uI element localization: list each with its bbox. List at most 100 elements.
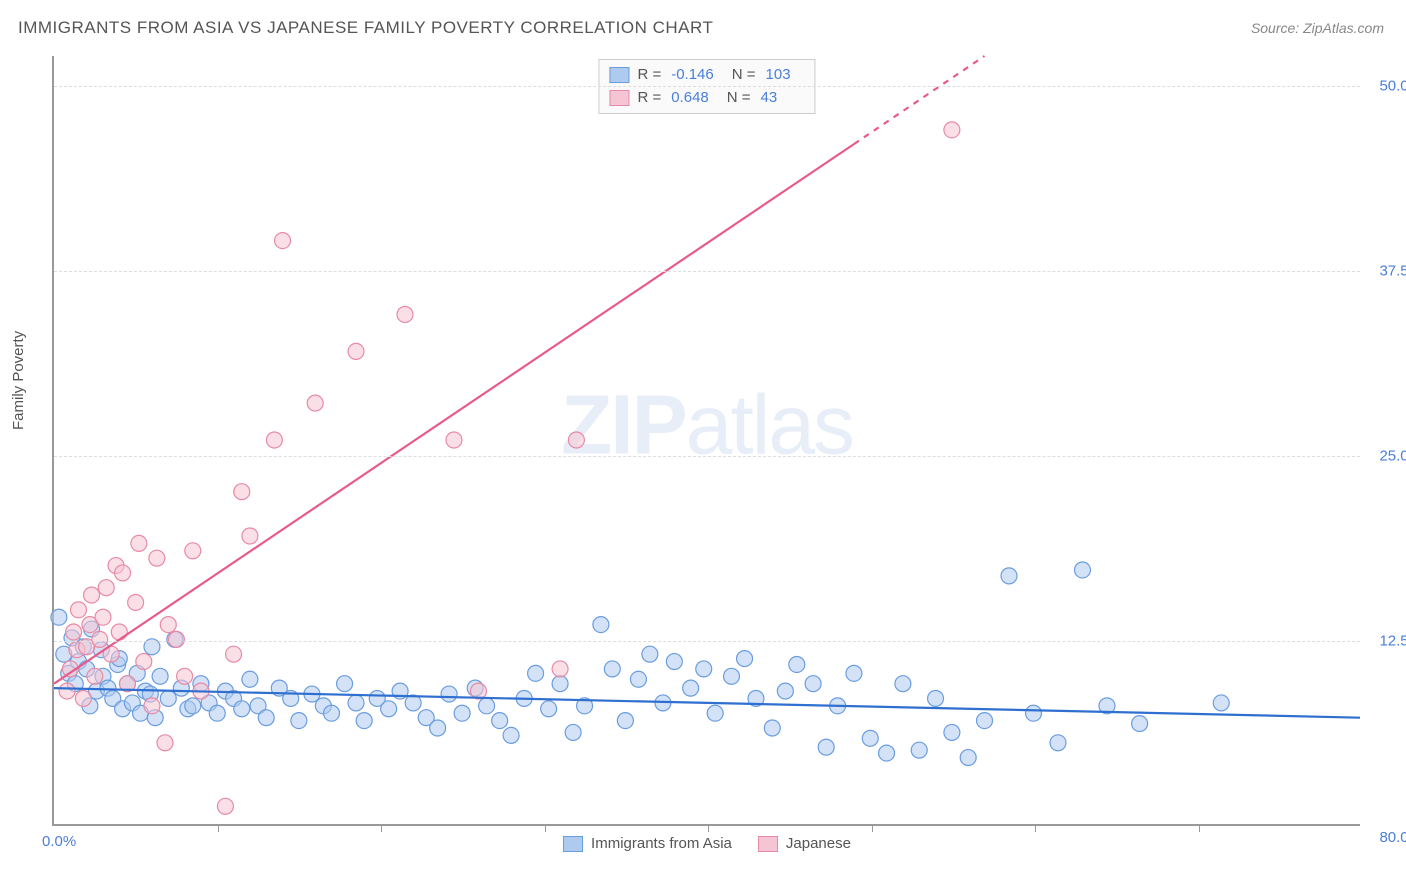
legend-swatch-0 bbox=[609, 67, 629, 83]
plot-area: ZIPatlas R =-0.146 N =103 R =0.648 N =43… bbox=[52, 56, 1360, 826]
scatter-point bbox=[348, 343, 364, 359]
scatter-point bbox=[960, 750, 976, 766]
xtick bbox=[1035, 824, 1036, 832]
legend-r-1: 0.648 bbox=[671, 87, 709, 110]
legend-bottom-swatch-1 bbox=[758, 836, 778, 852]
scatter-point bbox=[541, 701, 557, 717]
scatter-point bbox=[492, 713, 508, 729]
scatter-point bbox=[217, 798, 233, 814]
scatter-point bbox=[846, 665, 862, 681]
scatter-point bbox=[737, 651, 753, 667]
scatter-point bbox=[1050, 735, 1066, 751]
scatter-point bbox=[552, 676, 568, 692]
legend-row-0: R =-0.146 N =103 bbox=[609, 64, 800, 87]
series-legend: Immigrants from Asia Japanese bbox=[563, 835, 851, 852]
scatter-point bbox=[152, 668, 168, 684]
legend-r-0: -0.146 bbox=[671, 64, 714, 87]
scatter-point bbox=[98, 580, 114, 596]
legend-bottom-swatch-0 bbox=[563, 836, 583, 852]
scatter-point bbox=[266, 432, 282, 448]
ytick-label: 50.0% bbox=[1379, 77, 1406, 94]
scatter-point bbox=[764, 720, 780, 736]
scatter-point bbox=[160, 617, 176, 633]
scatter-point bbox=[92, 631, 108, 647]
scatter-point bbox=[111, 624, 127, 640]
xtick bbox=[545, 824, 546, 832]
scatter-point bbox=[805, 676, 821, 692]
scatter-point bbox=[356, 713, 372, 729]
chart-title: IMMIGRANTS FROM ASIA VS JAPANESE FAMILY … bbox=[18, 18, 713, 38]
scatter-point bbox=[617, 713, 633, 729]
scatter-point bbox=[226, 646, 242, 662]
scatter-point bbox=[381, 701, 397, 717]
ytick-label: 37.5% bbox=[1379, 262, 1406, 279]
chart-svg bbox=[54, 56, 1360, 824]
scatter-point bbox=[503, 727, 519, 743]
trend-line-dashed bbox=[854, 56, 985, 144]
scatter-point bbox=[696, 661, 712, 677]
scatter-point bbox=[66, 624, 82, 640]
scatter-point bbox=[157, 735, 173, 751]
scatter-point bbox=[642, 646, 658, 662]
source-label: Source: ZipAtlas.com bbox=[1251, 20, 1384, 36]
legend-item-0: Immigrants from Asia bbox=[563, 835, 732, 852]
scatter-point bbox=[1026, 705, 1042, 721]
ytick-label: 25.0% bbox=[1379, 447, 1406, 464]
legend-item-1: Japanese bbox=[758, 835, 851, 852]
scatter-point bbox=[136, 654, 152, 670]
xtick bbox=[708, 824, 709, 832]
scatter-point bbox=[144, 698, 160, 714]
legend-row-1: R =0.648 N =43 bbox=[609, 87, 800, 110]
scatter-point bbox=[1132, 716, 1148, 732]
scatter-point bbox=[789, 657, 805, 673]
scatter-point bbox=[324, 705, 340, 721]
scatter-point bbox=[149, 550, 165, 566]
scatter-point bbox=[275, 233, 291, 249]
scatter-point bbox=[528, 665, 544, 681]
scatter-point bbox=[115, 565, 131, 581]
scatter-point bbox=[630, 671, 646, 687]
scatter-point bbox=[1074, 562, 1090, 578]
scatter-point bbox=[479, 698, 495, 714]
scatter-point bbox=[70, 602, 86, 618]
scatter-point bbox=[337, 676, 353, 692]
gridline-h bbox=[54, 271, 1360, 272]
scatter-point bbox=[944, 724, 960, 740]
scatter-point bbox=[895, 676, 911, 692]
scatter-point bbox=[234, 484, 250, 500]
x-origin-label: 0.0% bbox=[42, 833, 76, 850]
legend-n-0: 103 bbox=[766, 64, 791, 87]
xtick bbox=[218, 824, 219, 832]
scatter-point bbox=[242, 671, 258, 687]
scatter-point bbox=[95, 609, 111, 625]
scatter-point bbox=[430, 720, 446, 736]
scatter-point bbox=[185, 698, 201, 714]
scatter-point bbox=[87, 668, 103, 684]
trend-line bbox=[54, 144, 854, 684]
scatter-point bbox=[84, 587, 100, 603]
legend-swatch-1 bbox=[609, 90, 629, 106]
legend-bottom-label-1: Japanese bbox=[786, 835, 851, 852]
scatter-point bbox=[258, 710, 274, 726]
xtick bbox=[381, 824, 382, 832]
y-axis-label: Family Poverty bbox=[10, 331, 27, 430]
ytick-label: 12.5% bbox=[1379, 632, 1406, 649]
scatter-point bbox=[234, 701, 250, 717]
xtick bbox=[1199, 824, 1200, 832]
scatter-point bbox=[242, 528, 258, 544]
scatter-point bbox=[593, 617, 609, 633]
scatter-point bbox=[604, 661, 620, 677]
legend-bottom-label-0: Immigrants from Asia bbox=[591, 835, 732, 852]
scatter-point bbox=[1213, 695, 1229, 711]
scatter-point bbox=[307, 395, 323, 411]
scatter-point bbox=[128, 594, 144, 610]
scatter-point bbox=[565, 724, 581, 740]
scatter-point bbox=[666, 654, 682, 670]
scatter-point bbox=[59, 683, 75, 699]
scatter-point bbox=[348, 695, 364, 711]
xtick bbox=[872, 824, 873, 832]
scatter-point bbox=[1001, 568, 1017, 584]
scatter-point bbox=[928, 690, 944, 706]
scatter-point bbox=[441, 686, 457, 702]
scatter-point bbox=[818, 739, 834, 755]
